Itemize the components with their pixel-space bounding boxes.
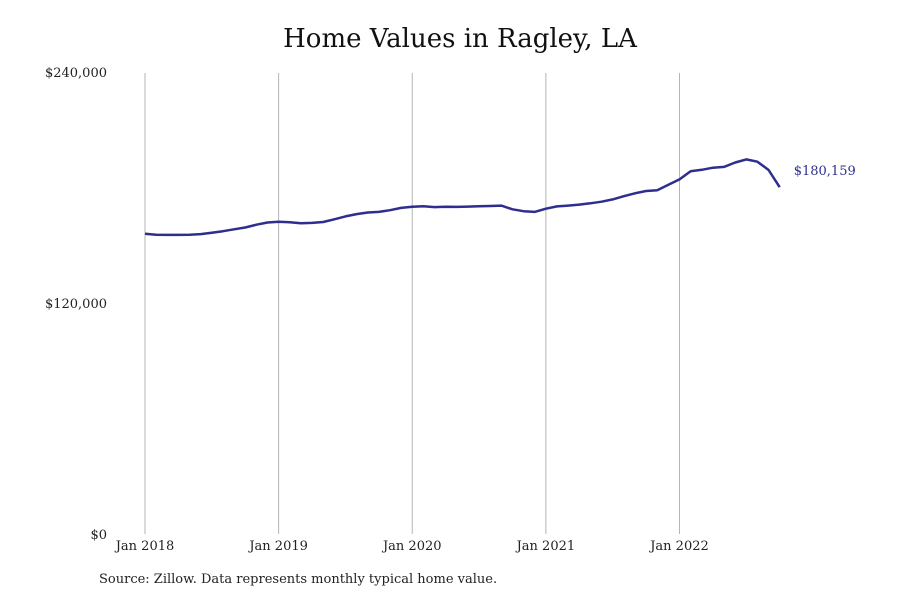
y-tick-label: $0 bbox=[90, 528, 107, 543]
y-tick-label: $240,000 bbox=[45, 66, 107, 81]
chart-title: Home Values in Ragley, LA bbox=[283, 24, 637, 54]
x-tick-label: Jan 2018 bbox=[114, 539, 175, 554]
gridlines bbox=[144, 73, 680, 534]
end-value-label: $180,159 bbox=[794, 164, 856, 179]
plot-area: $180,159 bbox=[144, 158, 856, 237]
y-axis: $0 $120,000 $240,000 bbox=[45, 66, 107, 543]
y-tick-label: $120,000 bbox=[45, 297, 107, 312]
x-tick-label: Jan 2020 bbox=[381, 539, 442, 554]
x-tick-label: Jan 2019 bbox=[247, 539, 308, 554]
series-line bbox=[144, 158, 781, 237]
x-tick-label: Jan 2022 bbox=[648, 539, 709, 554]
x-tick-label: Jan 2021 bbox=[515, 539, 576, 554]
x-axis: Jan 2018 Jan 2019 Jan 2020 Jan 2021 Jan 2022 bbox=[114, 539, 709, 554]
source-note: Source: Zillow. Data represents monthly … bbox=[99, 572, 498, 587]
